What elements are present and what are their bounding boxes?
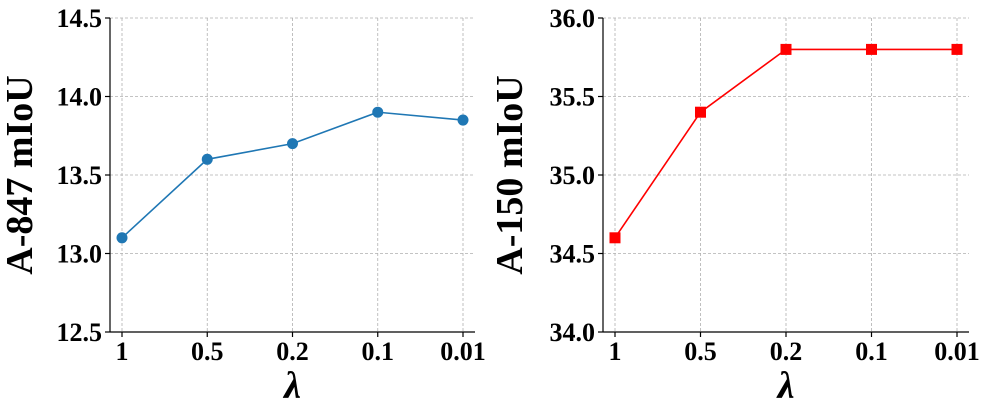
x-tick-label: 0.5 — [191, 337, 224, 366]
y-tick-label: 14.0 — [57, 83, 103, 112]
y-tick-label: 36.0 — [550, 4, 596, 33]
data-point — [201, 153, 213, 165]
y-tick-label: 34.0 — [550, 318, 596, 347]
chart-1: 12.5 13.0 13.5 14.0 14.5 1 0.5 0.2 0.1 0.01 λ A-847… — [0, 4, 486, 407]
data-point — [780, 43, 792, 55]
x-axis-label: λ — [776, 365, 795, 407]
data-point — [287, 138, 298, 150]
data-point — [695, 106, 706, 118]
y-tick-label: 13.0 — [57, 240, 103, 269]
x-tick-label: 0.2 — [770, 337, 803, 366]
y-axis-label: A-847 mIoU — [0, 75, 41, 274]
x-axis-label: λ — [282, 365, 301, 407]
data-point — [609, 232, 621, 244]
data-point — [372, 106, 384, 118]
x-tick-label: 1 — [116, 337, 129, 366]
x-tick-label: 0.5 — [684, 337, 717, 366]
y-axis-label: A-150 mIoU — [489, 75, 531, 274]
y-tick-label: 14.5 — [57, 4, 103, 33]
y-tick-label: 13.5 — [57, 161, 103, 190]
data-point — [457, 114, 469, 126]
data-point — [866, 43, 877, 55]
y-tick-label: 35.0 — [550, 161, 596, 190]
x-tick-label: 1 — [609, 337, 622, 366]
y-tick-label: 12.5 — [57, 318, 103, 347]
chart-2: 34.0 34.5 35.0 35.5 36.0 1 0.5 0.2 0.1 0.01 λ A-150… — [489, 4, 980, 407]
y-tick-label: 34.5 — [550, 240, 596, 269]
data-point — [116, 232, 128, 244]
x-tick-label: 0.1 — [362, 337, 395, 366]
x-tick-label: 0.01 — [934, 337, 980, 366]
x-tick-label: 0.1 — [855, 337, 888, 366]
data-point — [951, 43, 963, 55]
y-tick-label: 35.5 — [550, 83, 596, 112]
x-tick-label: 0.2 — [276, 337, 309, 366]
x-tick-label: 0.01 — [440, 337, 486, 366]
